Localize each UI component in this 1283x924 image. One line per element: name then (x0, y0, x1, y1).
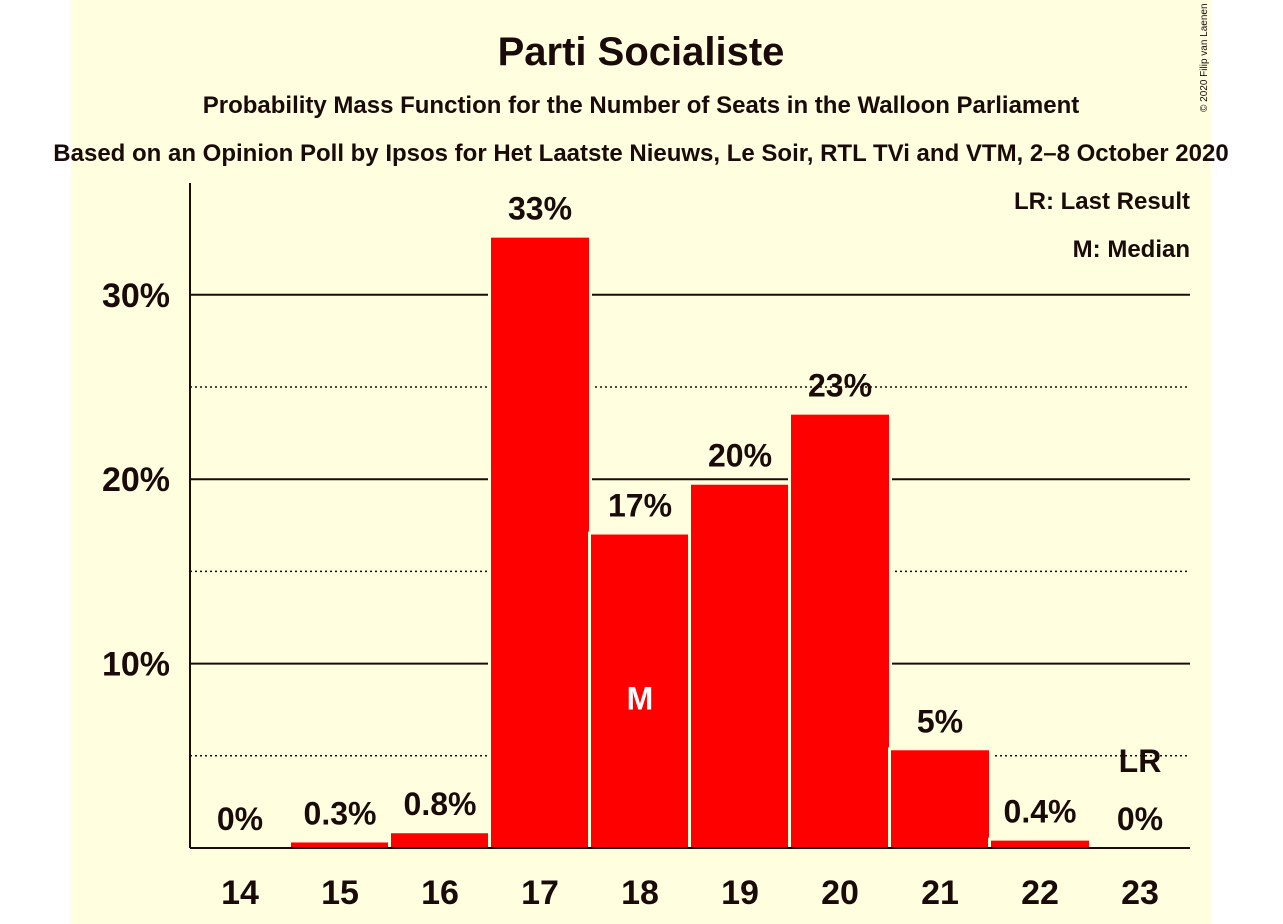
bar (591, 534, 689, 848)
bar-value-label: 33% (508, 191, 572, 227)
bar (791, 414, 889, 848)
bar (991, 840, 1089, 848)
last-result-marker: LR (1119, 743, 1162, 779)
chart-subtitle: Probability Mass Function for the Number… (203, 92, 1080, 119)
bar-value-label: 0.4% (1004, 794, 1077, 830)
x-tick-label: 17 (521, 874, 559, 912)
x-tick-label: 20 (821, 874, 859, 912)
bars-layer (288, 234, 1092, 849)
y-tick-label: 30% (102, 277, 170, 315)
x-tick-label: 15 (321, 874, 359, 912)
y-tick-label: 10% (102, 646, 170, 684)
chart-title: Parti Socialiste (498, 30, 785, 74)
x-tick-label: 19 (721, 874, 759, 912)
labels-layer: 10% 20% 30% 0% 14 0.3% 15 0.8% 16 33% 17 17% 18 M 20% 1… (102, 191, 1163, 912)
bar-value-label: 0% (217, 801, 263, 837)
x-tick-label: 23 (1121, 874, 1159, 912)
bar (291, 842, 389, 848)
legend-median: M: Median (1073, 236, 1190, 263)
bar-value-label: 5% (917, 703, 963, 739)
bar-value-label: 20% (708, 438, 772, 474)
y-tick-label: 20% (102, 461, 170, 499)
bar (891, 750, 989, 848)
x-tick-label: 14 (221, 874, 259, 912)
bar-value-label: 0% (1117, 801, 1163, 837)
legend-last-result: LR: Last Result (1014, 188, 1190, 215)
x-tick-label: 22 (1021, 874, 1059, 912)
chart-subtitle-source: Based on an Opinion Poll by Ipsos for He… (53, 140, 1228, 167)
bar-value-label: 0.8% (404, 786, 477, 822)
bar (491, 237, 589, 849)
x-tick-label: 16 (421, 874, 459, 912)
x-tick-label: 18 (621, 874, 659, 912)
axis-layer (189, 183, 1190, 849)
bar-value-label: 17% (608, 488, 672, 524)
copyright-text: © 2020 Filip van Laenen (1199, 3, 1210, 112)
bar (391, 833, 489, 848)
median-marker: M (627, 681, 654, 717)
bar-value-label: 23% (808, 368, 872, 404)
bar-value-label: 0.3% (304, 795, 377, 831)
x-tick-label: 21 (921, 874, 959, 912)
bar (691, 484, 789, 848)
